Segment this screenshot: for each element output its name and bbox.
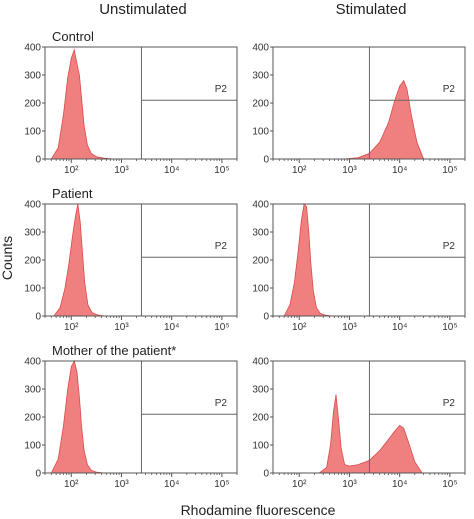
y-tick-label: 200 bbox=[24, 99, 41, 110]
histogram-panels: P2 0 100 200 300 400 10² 10³ 10⁴ 10⁵ P2 0 100 200 300 4… bbox=[24, 43, 466, 490]
y-tick-label: 200 bbox=[252, 413, 269, 424]
x-tick-label: 10⁵ bbox=[442, 165, 457, 176]
y-tick-label: 400 bbox=[252, 200, 269, 211]
y-tick-label: 200 bbox=[24, 256, 41, 267]
y-tick-label: 0 bbox=[263, 312, 269, 323]
y-tick-label: 0 bbox=[35, 469, 41, 480]
x-tick-label: 10³ bbox=[114, 322, 129, 333]
y-tick-label: 300 bbox=[252, 385, 269, 396]
gate-label: P2 bbox=[443, 84, 456, 95]
x-tick-label: 10² bbox=[64, 322, 79, 333]
gate-label: P2 bbox=[215, 84, 228, 95]
x-tick-label: 10⁴ bbox=[164, 479, 179, 490]
histogram-area bbox=[318, 394, 423, 474]
histogram-area bbox=[50, 48, 114, 160]
row-label-control: Control bbox=[52, 29, 94, 44]
y-tick-label: 100 bbox=[24, 284, 41, 295]
y-axis-label: Counts bbox=[0, 236, 15, 280]
gate-label: P2 bbox=[443, 241, 456, 252]
y-tick-label: 300 bbox=[252, 71, 269, 82]
y-tick-label: 200 bbox=[252, 256, 269, 267]
y-tick-label: 100 bbox=[24, 441, 41, 452]
row-label-patient: Patient bbox=[52, 186, 93, 201]
y-tick-label: 100 bbox=[24, 127, 41, 138]
row-label-mother: Mother of the patient* bbox=[52, 343, 176, 358]
y-tick-label: 0 bbox=[35, 155, 41, 166]
y-tick-label: 400 bbox=[252, 43, 269, 54]
x-tick-label: 10² bbox=[292, 322, 307, 333]
gate-label: P2 bbox=[215, 398, 228, 409]
x-tick-label: 10⁴ bbox=[164, 322, 179, 333]
y-tick-label: 100 bbox=[252, 441, 269, 452]
x-tick-label: 10⁴ bbox=[392, 322, 407, 333]
x-tick-label: 10³ bbox=[342, 322, 357, 333]
histogram-panel-3: P2 0 100 200 300 400 10² 10³ 10⁴ 10⁵ bbox=[24, 200, 238, 333]
x-tick-label: 10³ bbox=[342, 165, 357, 176]
x-tick-label: 10³ bbox=[114, 165, 129, 176]
histogram-area bbox=[52, 203, 105, 317]
x-tick-label: 10³ bbox=[114, 479, 129, 490]
histogram-panel-4: P2 0 100 200 300 400 10² 10³ 10⁴ 10⁵ bbox=[252, 200, 466, 333]
x-tick-label: 10⁴ bbox=[392, 479, 407, 490]
y-tick-label: 300 bbox=[24, 228, 41, 239]
x-axis-label: Rhodamine fluorescence bbox=[181, 502, 336, 518]
x-tick-label: 10⁵ bbox=[214, 322, 229, 333]
x-tick-label: 10² bbox=[292, 479, 307, 490]
column-header-unstimulated: Unstimulated bbox=[99, 1, 187, 18]
x-tick-label: 10⁴ bbox=[392, 165, 407, 176]
y-tick-label: 0 bbox=[263, 469, 269, 480]
y-tick-label: 300 bbox=[24, 385, 41, 396]
histogram-panel-1: P2 0 100 200 300 400 10² 10³ 10⁴ 10⁵ bbox=[24, 43, 238, 176]
y-tick-label: 300 bbox=[252, 228, 269, 239]
y-tick-label: 400 bbox=[252, 357, 269, 368]
x-tick-label: 10² bbox=[64, 165, 79, 176]
x-tick-label: 10⁵ bbox=[442, 479, 457, 490]
y-tick-label: 0 bbox=[263, 155, 269, 166]
x-tick-label: 10² bbox=[292, 165, 307, 176]
y-tick-label: 200 bbox=[24, 413, 41, 424]
x-tick-label: 10³ bbox=[342, 479, 357, 490]
histogram-area bbox=[283, 203, 333, 317]
x-tick-label: 10² bbox=[64, 479, 79, 490]
y-tick-label: 400 bbox=[24, 43, 41, 54]
histogram-area bbox=[50, 359, 105, 474]
x-tick-label: 10⁵ bbox=[214, 165, 229, 176]
histogram-area bbox=[344, 79, 425, 160]
gate-label: P2 bbox=[443, 398, 456, 409]
y-tick-label: 400 bbox=[24, 200, 41, 211]
y-tick-label: 100 bbox=[252, 284, 269, 295]
x-tick-label: 10⁵ bbox=[214, 479, 229, 490]
x-tick-label: 10⁵ bbox=[442, 322, 457, 333]
column-header-stimulated: Stimulated bbox=[336, 1, 407, 18]
y-tick-label: 300 bbox=[24, 71, 41, 82]
y-tick-label: 100 bbox=[252, 127, 269, 138]
x-tick-label: 10⁴ bbox=[164, 165, 179, 176]
y-tick-label: 0 bbox=[35, 312, 41, 323]
y-tick-label: 400 bbox=[24, 357, 41, 368]
gate-label: P2 bbox=[215, 241, 228, 252]
y-tick-label: 200 bbox=[252, 99, 269, 110]
histogram-panel-2: P2 0 100 200 300 400 10² 10³ 10⁴ 10⁵ bbox=[252, 43, 466, 176]
histogram-panel-6: P2 0 100 200 300 400 10² 10³ 10⁴ 10⁵ bbox=[252, 357, 466, 490]
histogram-panel-5: P2 0 100 200 300 400 10² 10³ 10⁴ 10⁵ bbox=[24, 357, 238, 490]
